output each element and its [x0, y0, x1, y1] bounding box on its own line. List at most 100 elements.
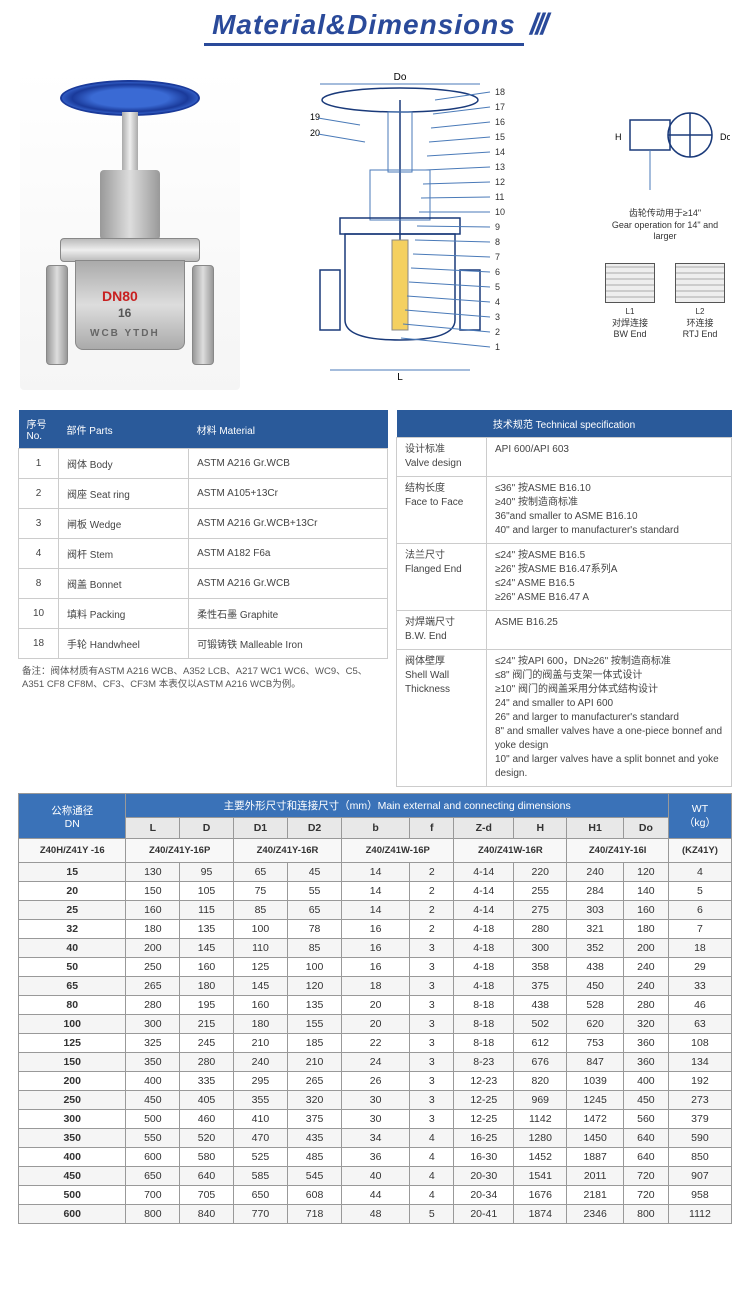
dim-col-header: f [410, 818, 454, 839]
dim-cell: 350 [19, 1129, 126, 1148]
dim-cell: 7 [668, 920, 731, 939]
spec-key: 设计标准 Valve design [397, 438, 487, 477]
pn-marking: 16 [118, 306, 131, 320]
parts-cell: ASTM A216 Gr.WCB [189, 569, 388, 599]
dim-cell: 20-41 [454, 1205, 514, 1224]
bw-end-icon [605, 263, 655, 303]
dim-cell: 360 [623, 1053, 668, 1072]
dim-cell: 355 [233, 1091, 287, 1110]
dim-col-header: b [342, 818, 410, 839]
dim-cell: 75 [233, 882, 287, 901]
dim-cell: 65 [288, 901, 342, 920]
top-flange-graphic [60, 238, 200, 262]
body-marking: WCB YTDH [90, 328, 160, 339]
technical-spec-table: 技术规范 Technical specification 设计标准 Valve … [396, 410, 732, 787]
dim-cell: 400 [623, 1072, 668, 1091]
bw-end-box: L1 对焊连接 BW End [605, 263, 655, 339]
end-connection-types: L1 对焊连接 BW End L2 环连接 RTJ End [600, 263, 730, 339]
dim-cell: 65 [233, 863, 287, 882]
svg-text:6: 6 [495, 267, 500, 277]
model-cell: Z40/Z41Y-16P [126, 839, 233, 863]
dim-cell: 3 [410, 977, 454, 996]
dim-cell: 55 [288, 882, 342, 901]
dim-cell: 1676 [514, 1186, 567, 1205]
dim-cell: 352 [567, 939, 624, 958]
dim-cell: 150 [126, 882, 180, 901]
dim-cell: 20-30 [454, 1167, 514, 1186]
dim-cell: 1142 [514, 1110, 567, 1129]
dim-cell: 18 [342, 977, 410, 996]
svg-text:8: 8 [495, 237, 500, 247]
dim-cell: 108 [668, 1034, 731, 1053]
dim-cell: 16 [342, 958, 410, 977]
dim-cell: 200 [19, 1072, 126, 1091]
dim-cell: 25 [19, 901, 126, 920]
dim-cell: 215 [180, 1015, 234, 1034]
dim-cell: 676 [514, 1053, 567, 1072]
model-cell: (KZ41Y) [668, 839, 731, 863]
dim-cell: 4-14 [454, 901, 514, 920]
dim-cell: 240 [567, 863, 624, 882]
svg-text:19: 19 [310, 112, 320, 122]
dim-cell: 650 [126, 1167, 180, 1186]
dim-cell: 438 [514, 996, 567, 1015]
dim-cell: 400 [19, 1148, 126, 1167]
dim-cell: 8-18 [454, 1015, 514, 1034]
parts-cell: 4 [19, 539, 59, 569]
dim-cell: 180 [233, 1015, 287, 1034]
dim-col-header: L [126, 818, 180, 839]
dim-cell: 12-25 [454, 1091, 514, 1110]
model-cell: Z40/Z41W-16R [454, 839, 567, 863]
dim-col-header: D2 [288, 818, 342, 839]
rtj-end-box: L2 环连接 RTJ End [675, 263, 725, 339]
dim-cell: 100 [288, 958, 342, 977]
dim-cell: 134 [668, 1053, 731, 1072]
dim-cell: 250 [19, 1091, 126, 1110]
dim-cell: 350 [126, 1053, 180, 1072]
dim-cell: 29 [668, 958, 731, 977]
svg-text:12: 12 [495, 177, 505, 187]
dim-cell: 95 [180, 863, 234, 882]
dim-cell: 720 [623, 1167, 668, 1186]
dim-cell: 280 [623, 996, 668, 1015]
bonnet-graphic [100, 170, 160, 240]
do-label: Do [394, 72, 407, 83]
spec-value: ≤36" 按ASME B16.10 ≥40" 按制造商标准 36"and sma… [487, 477, 732, 544]
dim-cell: 3 [410, 939, 454, 958]
dim-cell: 4 [410, 1167, 454, 1186]
page-title: Material&Dimensions [204, 9, 524, 46]
dim-cell: 14 [342, 882, 410, 901]
parts-header: 材料 Material [189, 410, 388, 449]
stem-graphic [122, 112, 138, 172]
dim-cell: 640 [623, 1129, 668, 1148]
dim-cell: 220 [514, 863, 567, 882]
dim-cell: 6 [668, 901, 731, 920]
dim-cell: 200 [126, 939, 180, 958]
dim-cell: 4-14 [454, 863, 514, 882]
dim-cell: 360 [623, 1034, 668, 1053]
dim-cell: 2 [410, 882, 454, 901]
dim-cell: 4 [668, 863, 731, 882]
dim-cell: 115 [180, 901, 234, 920]
parts-cell: ASTM A216 Gr.WCB+13Cr [189, 509, 388, 539]
dim-cell: 40 [342, 1167, 410, 1186]
dim-cell: 335 [180, 1072, 234, 1091]
dim-cell: 100 [19, 1015, 126, 1034]
dim-cell: 63 [668, 1015, 731, 1034]
dim-cell: 1112 [668, 1205, 731, 1224]
dim-cell: 3 [410, 1072, 454, 1091]
parts-cell: 手轮 Handwheel [59, 629, 189, 659]
svg-text:14: 14 [495, 147, 505, 157]
dim-cell: 560 [623, 1110, 668, 1129]
dim-cell: 210 [233, 1034, 287, 1053]
dim-cell: 120 [288, 977, 342, 996]
dim-cell: 30 [342, 1091, 410, 1110]
dim-cell: 502 [514, 1015, 567, 1034]
dim-cell: 105 [180, 882, 234, 901]
dim-cell: 4-18 [454, 920, 514, 939]
dim-cell: 700 [126, 1186, 180, 1205]
parts-cell: 10 [19, 599, 59, 629]
dim-cell: 180 [180, 977, 234, 996]
dim-cell: 300 [514, 939, 567, 958]
dim-cell: 125 [19, 1034, 126, 1053]
